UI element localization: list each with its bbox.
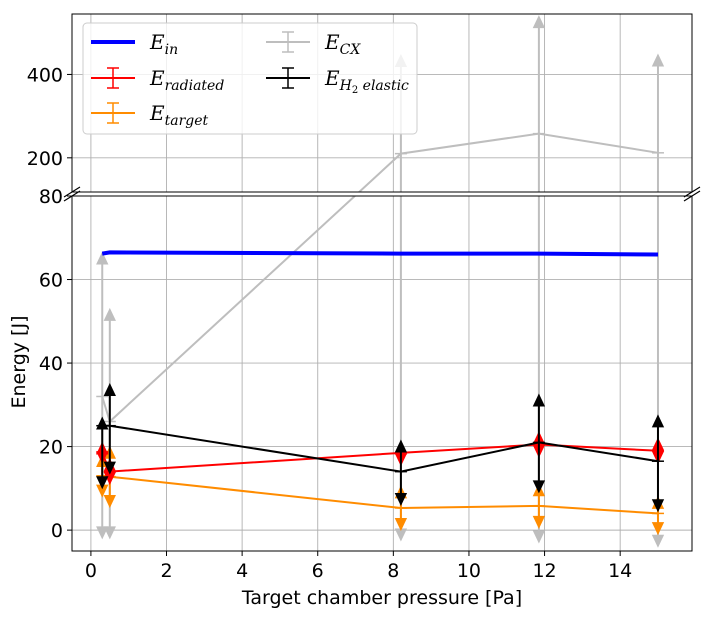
legend-entry: ECX xyxy=(266,30,361,58)
series-lower-part xyxy=(101,250,659,257)
legend-entry: Eradiated xyxy=(91,66,224,94)
series-lower-part xyxy=(102,474,659,515)
x-tick-label: 14 xyxy=(608,560,632,582)
x-axis-label: Target chamber pressure [Pa] xyxy=(241,587,522,609)
lower-limit-marker xyxy=(394,492,408,506)
axis-break-mark xyxy=(683,186,701,198)
legend-box xyxy=(82,22,418,135)
upper-limit-marker xyxy=(651,414,665,428)
lower-limit-marker xyxy=(96,476,109,490)
lower-limit-marker xyxy=(651,499,665,513)
x-tick-label: 6 xyxy=(312,560,324,582)
lower-limit-marker xyxy=(532,530,546,544)
lower-limit-marker xyxy=(532,515,546,529)
upper-limit-marker xyxy=(532,15,546,29)
legend-label: ECX xyxy=(324,30,361,58)
legend-label: Etarget xyxy=(149,101,209,129)
lower-limit-marker xyxy=(103,526,116,540)
axes-frame xyxy=(63,13,701,552)
series-lower-part xyxy=(101,196,357,424)
series-e-in xyxy=(101,250,659,257)
upper-limit-marker xyxy=(532,393,546,407)
series-lower-part xyxy=(102,424,659,473)
lower-limit-marker xyxy=(651,534,665,548)
y-tick-label: 20 xyxy=(39,437,63,459)
series-line xyxy=(102,474,659,515)
series-line xyxy=(101,250,659,257)
y-tick-label: 400 xyxy=(27,64,63,86)
legend-label: Ein xyxy=(149,30,178,58)
y-tick-label: 60 xyxy=(39,270,63,292)
upper-limit-marker xyxy=(651,53,665,67)
legend: Ein Eradiated Etarget ECX EH2 elastic xyxy=(82,22,418,135)
series-e-radiated xyxy=(96,431,665,486)
legend-entry: Etarget xyxy=(91,101,209,129)
upper-limit-marker xyxy=(103,307,116,321)
x-tick-label: 8 xyxy=(387,560,399,582)
legend-label: EH2 elastic xyxy=(324,66,409,96)
series-line xyxy=(102,424,659,473)
series-layer xyxy=(96,15,665,548)
legend-label: Eradiated xyxy=(149,66,224,94)
upper-limit-marker xyxy=(103,383,116,397)
series-e-h2-elastic xyxy=(96,383,665,513)
y-tick-label: 0 xyxy=(51,520,63,542)
series-e-target xyxy=(96,445,665,536)
lower-limit-marker xyxy=(103,472,116,486)
lower-limit-marker xyxy=(394,518,408,532)
series-line xyxy=(357,132,659,192)
lower-limit-marker xyxy=(96,484,109,498)
series-line xyxy=(101,196,357,424)
legend-entry: EH2 elastic xyxy=(266,66,409,96)
axis-break-mark xyxy=(63,186,81,198)
upper-axes-frame xyxy=(71,13,693,193)
lower-limit-marker xyxy=(651,522,665,536)
upper-limit-marker xyxy=(96,251,109,265)
legend-entry: Ein xyxy=(91,30,178,58)
upper-limit-marker xyxy=(96,416,109,430)
tick-layer: 0 2 4 6 8 10 12 14 200 400 0 20 40 60 80 xyxy=(27,64,633,582)
x-tick-label: 4 xyxy=(236,560,248,582)
y-tick-label: 200 xyxy=(27,148,63,170)
x-tick-label: 10 xyxy=(457,560,481,582)
lower-axes-frame xyxy=(71,195,693,552)
x-tick-label: 2 xyxy=(160,560,172,582)
y-tick-label: 40 xyxy=(39,353,63,375)
x-tick-label: 0 xyxy=(85,560,97,582)
lower-limit-marker xyxy=(394,528,408,542)
lower-limit-marker xyxy=(103,495,116,509)
x-tick-label: 12 xyxy=(532,560,556,582)
y-tick-label: 80 xyxy=(39,186,63,208)
series-upper-part xyxy=(357,132,659,192)
axis-break-mark xyxy=(683,190,701,202)
lower-limit-marker xyxy=(532,480,546,494)
upper-limit-marker xyxy=(394,439,408,453)
axis-break-gap xyxy=(64,192,700,196)
y-axis-label: Energy [J] xyxy=(8,316,30,409)
lower-limit-marker xyxy=(103,461,116,475)
